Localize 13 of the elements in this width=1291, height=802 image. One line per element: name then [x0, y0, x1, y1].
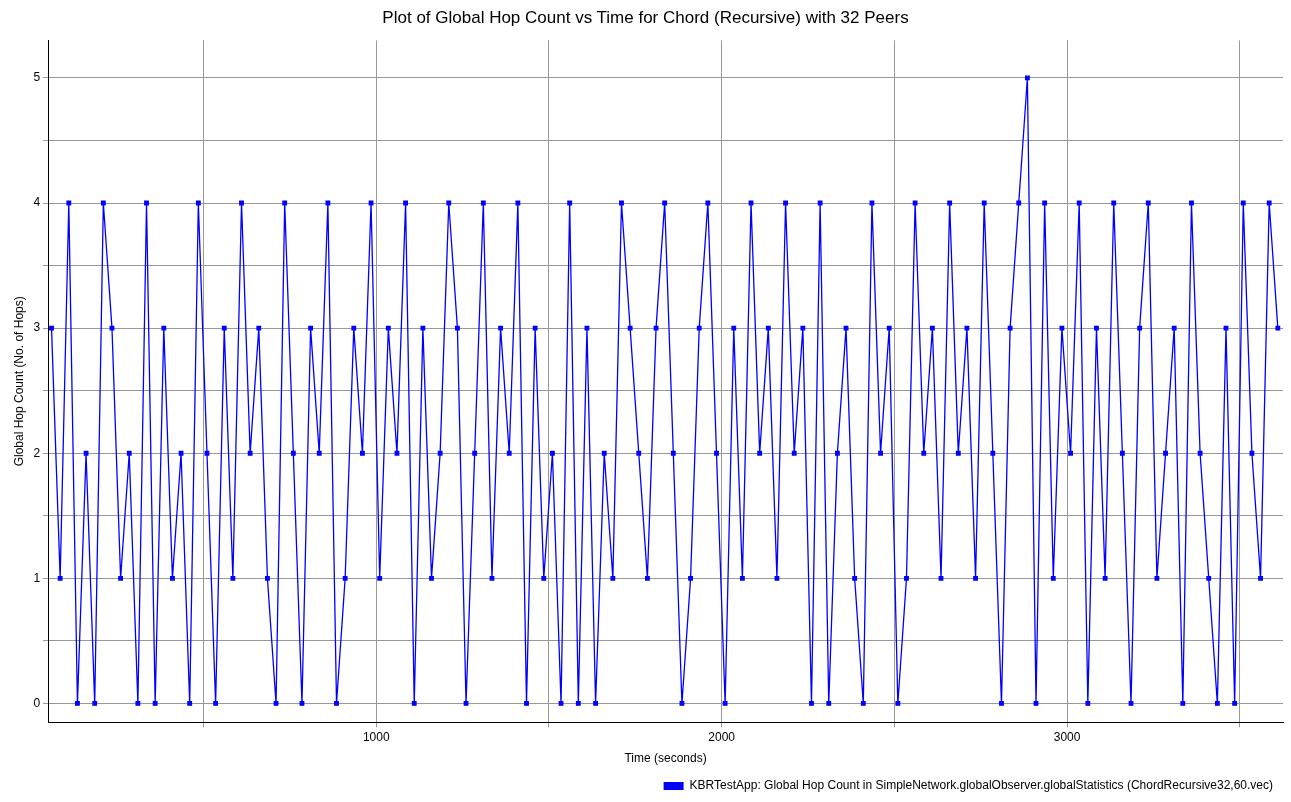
y-tick-label: 2	[33, 445, 41, 460]
y-tick-label: 3	[33, 320, 41, 335]
x-tick-label: 2000	[708, 729, 736, 744]
legend-label: KBRTestApp: Global Hop Count in SimpleNetwork.globalObserver.globalStatistics (ChordRecursive32,60.vec)	[689, 778, 1273, 793]
x-tick-label: 1000	[362, 729, 390, 744]
y-tick-label: 1	[33, 570, 41, 585]
x-axis-title: Time (seconds)	[624, 751, 707, 766]
chart-title: Plot of Global Hop Count vs Time for Chord (Recursive) with 32 Peers	[382, 7, 909, 27]
y-tick-label: 4	[33, 195, 41, 210]
y-axis-title: Global Hop Count (No. of Hops)	[11, 296, 26, 467]
x-tick-label: 3000	[1053, 729, 1081, 744]
y-tick-label: 5	[33, 70, 41, 85]
y-tick-label: 0	[33, 695, 41, 710]
